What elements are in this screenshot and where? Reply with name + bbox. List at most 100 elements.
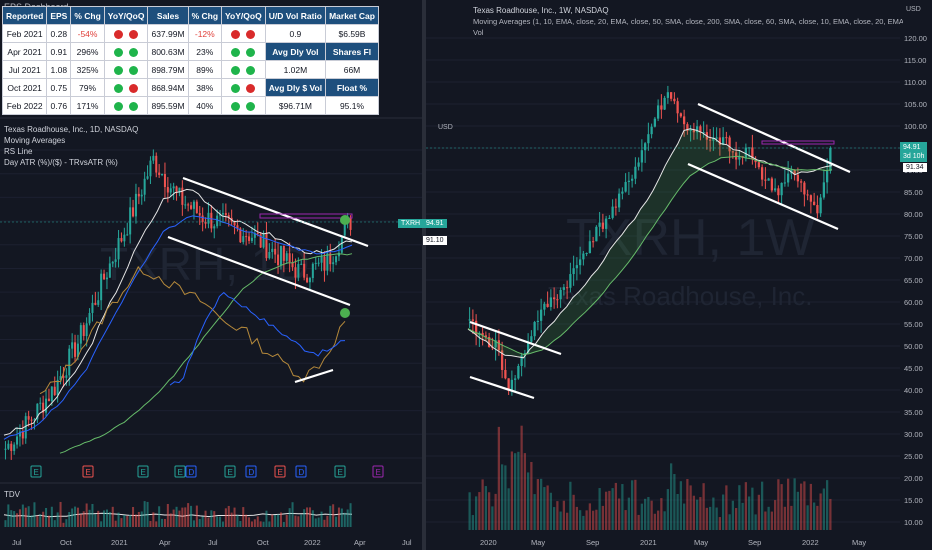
right-volume-bar	[471, 515, 475, 530]
right-price-value: 94.91	[903, 144, 921, 151]
left-volume-bar	[16, 513, 19, 527]
left-volume-bar	[195, 505, 198, 527]
left-candle	[137, 193, 140, 197]
table-row: Feb 2021 0.28 -54% 637.99M -12% 0.9 $6.59B	[1, 24, 379, 43]
left-candle	[129, 207, 132, 235]
left-volume-bar	[248, 517, 251, 527]
right-trendline-base-lower	[469, 375, 535, 400]
right-volume-bar	[822, 488, 826, 530]
left-volume-bar	[311, 510, 314, 527]
left-indicator-ma[interactable]: Moving Averages	[4, 136, 66, 145]
left-price-label: 94.91	[423, 219, 447, 228]
left-candle	[71, 342, 74, 349]
left-candle	[62, 376, 65, 378]
left-candle	[335, 256, 338, 263]
left-indicator-rs[interactable]: RS Line	[4, 147, 33, 156]
table-cell-chg: 79%	[70, 78, 105, 97]
right-volume-bar	[767, 506, 770, 530]
left-symbol-title[interactable]: Texas Roadhouse, Inc., 1D, NASDAQ	[4, 125, 139, 134]
col-ud-ratio: U/D Vol Ratio	[264, 6, 327, 25]
right-volume-bar	[559, 511, 562, 530]
right-candle	[536, 320, 540, 323]
right-candle	[598, 222, 601, 227]
right-ytick: 120.00	[904, 34, 927, 43]
table-cell-sales: 868.94M	[147, 78, 189, 97]
panel-divider[interactable]	[422, 0, 426, 550]
table-cell-schg: 23%	[187, 42, 223, 61]
left-candle	[82, 325, 85, 337]
left-candle	[195, 201, 198, 214]
left-candle	[149, 160, 152, 177]
left-volume-bar	[100, 521, 103, 527]
right-volume-bar	[630, 480, 634, 530]
right-candle	[660, 105, 663, 110]
right-volume-bar	[549, 492, 553, 530]
left-indicator-atr[interactable]: Day ATR (%)/($) - TRvsATR (%)	[4, 158, 118, 167]
left-candle	[221, 213, 224, 215]
table-cell-dots2	[221, 24, 266, 43]
right-ma-legend[interactable]: Moving Averages (1, 10, EMA, close, 20, …	[473, 17, 903, 26]
side-header: Avg Dly $ Vol	[264, 78, 327, 97]
right-volume-bar	[494, 493, 497, 530]
left-volume-bar	[47, 515, 50, 527]
left-candle	[4, 448, 7, 450]
col-eps-chg: % Chg	[70, 6, 105, 25]
table-cell-eps: 0.76	[46, 96, 72, 115]
right-volume-bar	[721, 494, 725, 530]
table-cell-dots2	[221, 42, 266, 61]
table-cell-dots2	[221, 78, 266, 97]
left-volume-bar	[253, 519, 256, 527]
left-candle	[94, 302, 97, 305]
left-candle	[79, 325, 82, 344]
right-volume-bar	[747, 496, 751, 530]
left-volume-bar	[221, 521, 224, 527]
left-volume-bar	[76, 507, 79, 527]
earnings-badge	[372, 465, 384, 478]
right-candle	[569, 274, 572, 288]
right-chart[interactable]: TXRH, 1W Texas Roadhouse, Inc. 120.00 115…	[426, 0, 932, 550]
right-candle	[829, 148, 832, 171]
green-status-dot	[231, 101, 241, 111]
right-candle	[601, 222, 605, 229]
left-candle	[114, 259, 117, 262]
right-volume-bar	[504, 465, 507, 530]
left-volume-bar	[326, 515, 329, 527]
left-volume-bar	[279, 512, 282, 527]
right-candle	[656, 105, 660, 119]
green-status-dot	[114, 101, 124, 111]
left-volume-bar	[303, 509, 306, 527]
left-xlabel: 2022	[304, 538, 321, 547]
right-candle	[471, 319, 475, 321]
right-volume-bar	[572, 494, 575, 530]
right-candle	[643, 143, 647, 151]
right-candle	[822, 182, 826, 198]
right-xlabel: May	[852, 538, 866, 547]
right-candle	[738, 156, 741, 160]
left-candle	[262, 233, 265, 248]
right-candle	[614, 206, 618, 208]
left-candle	[163, 174, 166, 188]
right-volume-bar	[682, 503, 686, 530]
left-candle	[172, 186, 175, 189]
right-candle	[504, 369, 507, 379]
right-candle	[734, 152, 738, 160]
left-volume-bar	[97, 510, 100, 527]
table-cell-sales: 895.59M	[147, 96, 189, 115]
left-candle	[126, 234, 129, 236]
table-row: Apr 2021 0.91 296% 800.63M 23% Avg Dly Vol Sha…	[1, 42, 379, 61]
left-volume-bar	[274, 514, 277, 527]
left-volume-bar	[146, 501, 149, 527]
left-candle	[10, 443, 13, 451]
right-vol-label[interactable]: Vol	[473, 28, 484, 37]
right-symbol-title[interactable]: Texas Roadhouse, Inc., 1W, NASDAQ	[473, 6, 609, 15]
right-candle	[510, 379, 514, 391]
earnings-badge	[82, 465, 94, 478]
right-volume-bar	[536, 479, 540, 530]
left-xlabel: Apr	[354, 538, 366, 547]
col-eps: EPS	[46, 6, 72, 25]
left-candle	[91, 302, 94, 313]
right-volume-bar	[647, 497, 650, 530]
right-volume-bar	[705, 507, 709, 530]
right-ytick: 15.00	[904, 496, 923, 505]
left-candle	[74, 342, 77, 357]
